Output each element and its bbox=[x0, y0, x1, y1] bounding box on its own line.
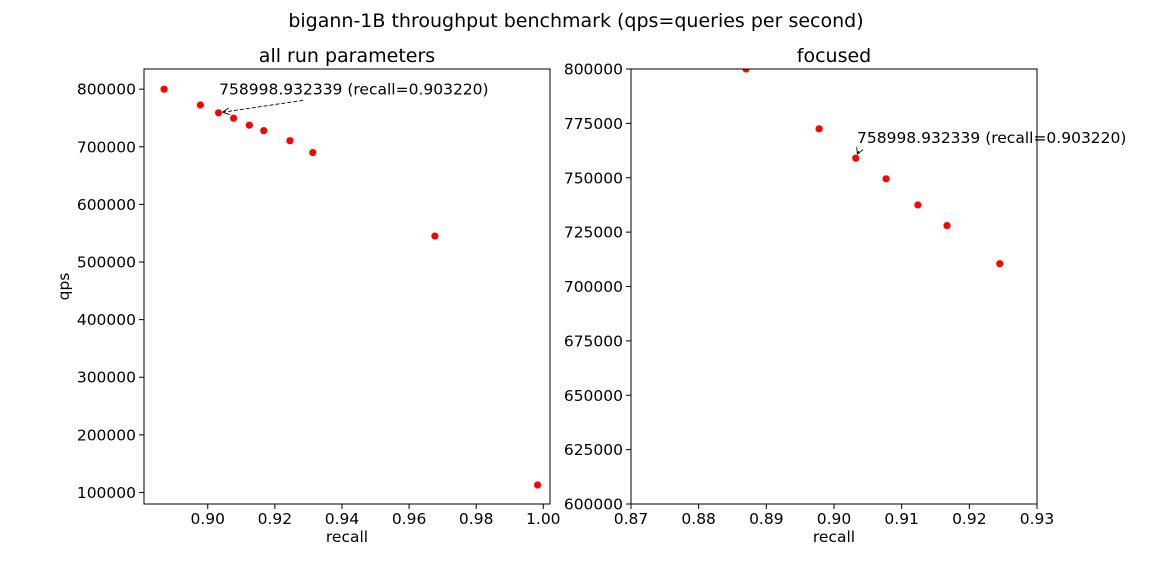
plot-panel-2: focused 0.87 0.88 0.89 0.90 0.91 0.92 0.93 60000… bbox=[564, 45, 1127, 546]
data-point bbox=[245, 121, 253, 129]
y-tick-label: 700000 bbox=[77, 138, 136, 156]
axes-frame bbox=[630, 68, 1038, 505]
y-tick-label: 100000 bbox=[77, 484, 136, 502]
plot-panel-1: all run parameters 0.90 0.92 0.94 0.96 0.98 1.… bbox=[55, 45, 561, 546]
y-tick-label: 750000 bbox=[564, 169, 623, 187]
y-tick-label: 300000 bbox=[77, 369, 136, 387]
x-axis-label: recall bbox=[326, 528, 368, 546]
y-axis-label: qps bbox=[55, 273, 73, 301]
x-tick-label: 0.90 bbox=[817, 510, 852, 528]
annotation-arrow bbox=[857, 151, 858, 155]
y-tick-label: 775000 bbox=[564, 115, 623, 133]
y-tick-label: 600000 bbox=[77, 196, 136, 214]
x-tick-label: 0.98 bbox=[459, 510, 494, 528]
figure-suptitle: bigann-1B throughput benchmark (qps=quer… bbox=[288, 10, 863, 32]
x-tick-label: 0.91 bbox=[884, 510, 919, 528]
data-point bbox=[882, 175, 890, 183]
annotation-label: 758998.932339 (recall=0.903220) bbox=[219, 80, 488, 98]
y-tick-label: 400000 bbox=[77, 311, 136, 329]
data-point bbox=[286, 137, 294, 145]
data-point bbox=[852, 154, 860, 162]
y-tick-label: 725000 bbox=[564, 224, 623, 242]
data-point bbox=[196, 101, 204, 109]
data-point bbox=[431, 232, 439, 240]
x-tick-label: 0.89 bbox=[749, 510, 784, 528]
x-tick-label: 0.94 bbox=[325, 510, 360, 528]
y-tick-label: 500000 bbox=[77, 254, 136, 272]
y-tick-label: 200000 bbox=[77, 426, 136, 444]
data-point bbox=[742, 69, 750, 73]
x-axis-label: recall bbox=[813, 528, 855, 546]
y-tick-label: 800000 bbox=[564, 61, 623, 79]
x-tick-label: 0.96 bbox=[392, 510, 427, 528]
data-point bbox=[309, 148, 317, 157]
subplot-title: focused bbox=[797, 45, 871, 67]
x-tick-label: 0.92 bbox=[952, 510, 987, 528]
x-tick-label: 0.90 bbox=[190, 510, 225, 528]
data-point bbox=[214, 109, 223, 117]
data-point bbox=[815, 125, 823, 133]
data-point bbox=[160, 85, 168, 93]
y-tick-label: 600000 bbox=[564, 496, 623, 514]
x-tick-label: 1.00 bbox=[526, 510, 561, 528]
annotation-arrow bbox=[223, 99, 304, 112]
data-point bbox=[914, 201, 922, 209]
data-point bbox=[260, 127, 268, 135]
y-tick-label: 800000 bbox=[77, 81, 136, 99]
x-tick-label: 0.92 bbox=[258, 510, 293, 528]
y-tick-label: 650000 bbox=[564, 387, 623, 405]
data-point bbox=[229, 114, 238, 122]
series-points bbox=[160, 85, 542, 489]
y-tick-label: 700000 bbox=[564, 278, 623, 296]
x-tick-label: 0.93 bbox=[1020, 510, 1055, 528]
data-point bbox=[943, 222, 951, 230]
axes-frame bbox=[143, 68, 551, 505]
series-points bbox=[742, 69, 1004, 268]
x-tick-label: 0.88 bbox=[681, 510, 716, 528]
data-point bbox=[533, 481, 542, 489]
subplot-title: all run parameters bbox=[259, 45, 435, 67]
y-tick-label: 675000 bbox=[564, 332, 623, 350]
data-point bbox=[996, 260, 1004, 268]
y-tick-label: 625000 bbox=[564, 441, 623, 459]
annotation-label: 758998.932339 (recall=0.903220) bbox=[857, 129, 1126, 147]
x-tick-label: 0.87 bbox=[614, 510, 649, 528]
